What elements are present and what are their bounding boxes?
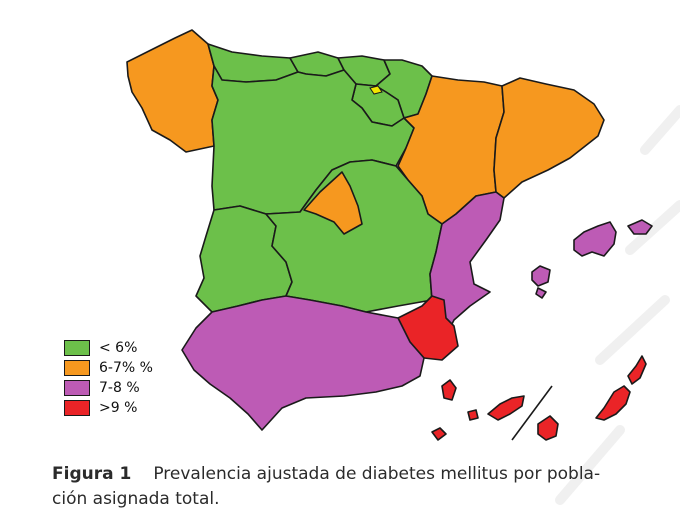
region-canarias-gran-canaria bbox=[537, 415, 559, 441]
region-baleares-ibiza bbox=[531, 265, 551, 287]
legend-item: 6-7% % bbox=[64, 358, 153, 377]
legend-swatch bbox=[64, 399, 90, 416]
legend-item: >9 % bbox=[64, 398, 153, 417]
region-baleares-mallorca bbox=[573, 221, 617, 257]
region-canarias-lanzarote bbox=[627, 355, 647, 385]
region-canarias-la-palma bbox=[441, 379, 457, 401]
region-baleares-formentera bbox=[535, 287, 547, 299]
legend-label: 7-8 % bbox=[99, 379, 140, 396]
caption-label: Figura 1 bbox=[52, 464, 132, 484]
region-canarias-tenerife bbox=[487, 395, 525, 421]
region-baleares-menorca bbox=[627, 219, 653, 235]
region-galicia bbox=[126, 29, 219, 153]
caption-text-line-1: Prevalencia ajustada de diabetes mellitu… bbox=[153, 464, 601, 484]
legend-label: 6-7% % bbox=[99, 359, 153, 376]
legend-item: 7-8 % bbox=[64, 378, 153, 397]
legend-swatch bbox=[64, 379, 90, 396]
legend-swatch bbox=[64, 339, 90, 356]
canarias-inset-line bbox=[511, 385, 553, 441]
enclave-marker bbox=[369, 85, 383, 95]
legend: < 6% 6-7% % 7-8 % >9 % bbox=[64, 338, 153, 418]
region-madrid bbox=[303, 171, 363, 235]
region-canarias-gomera bbox=[467, 409, 479, 421]
legend-item: < 6% bbox=[64, 338, 153, 357]
legend-label: >9 % bbox=[99, 399, 138, 416]
legend-label: < 6% bbox=[99, 339, 138, 356]
region-andalucia bbox=[181, 295, 425, 431]
figure-caption: Figura 1 Prevalencia ajustada de diabetes… bbox=[52, 462, 652, 512]
legend-swatch bbox=[64, 359, 90, 376]
region-canarias-fuerteventura bbox=[595, 385, 631, 421]
caption-text-line-2: ción asignada total. bbox=[52, 489, 220, 509]
region-cataluna bbox=[493, 77, 605, 199]
region-canarias-hierro bbox=[431, 427, 447, 441]
